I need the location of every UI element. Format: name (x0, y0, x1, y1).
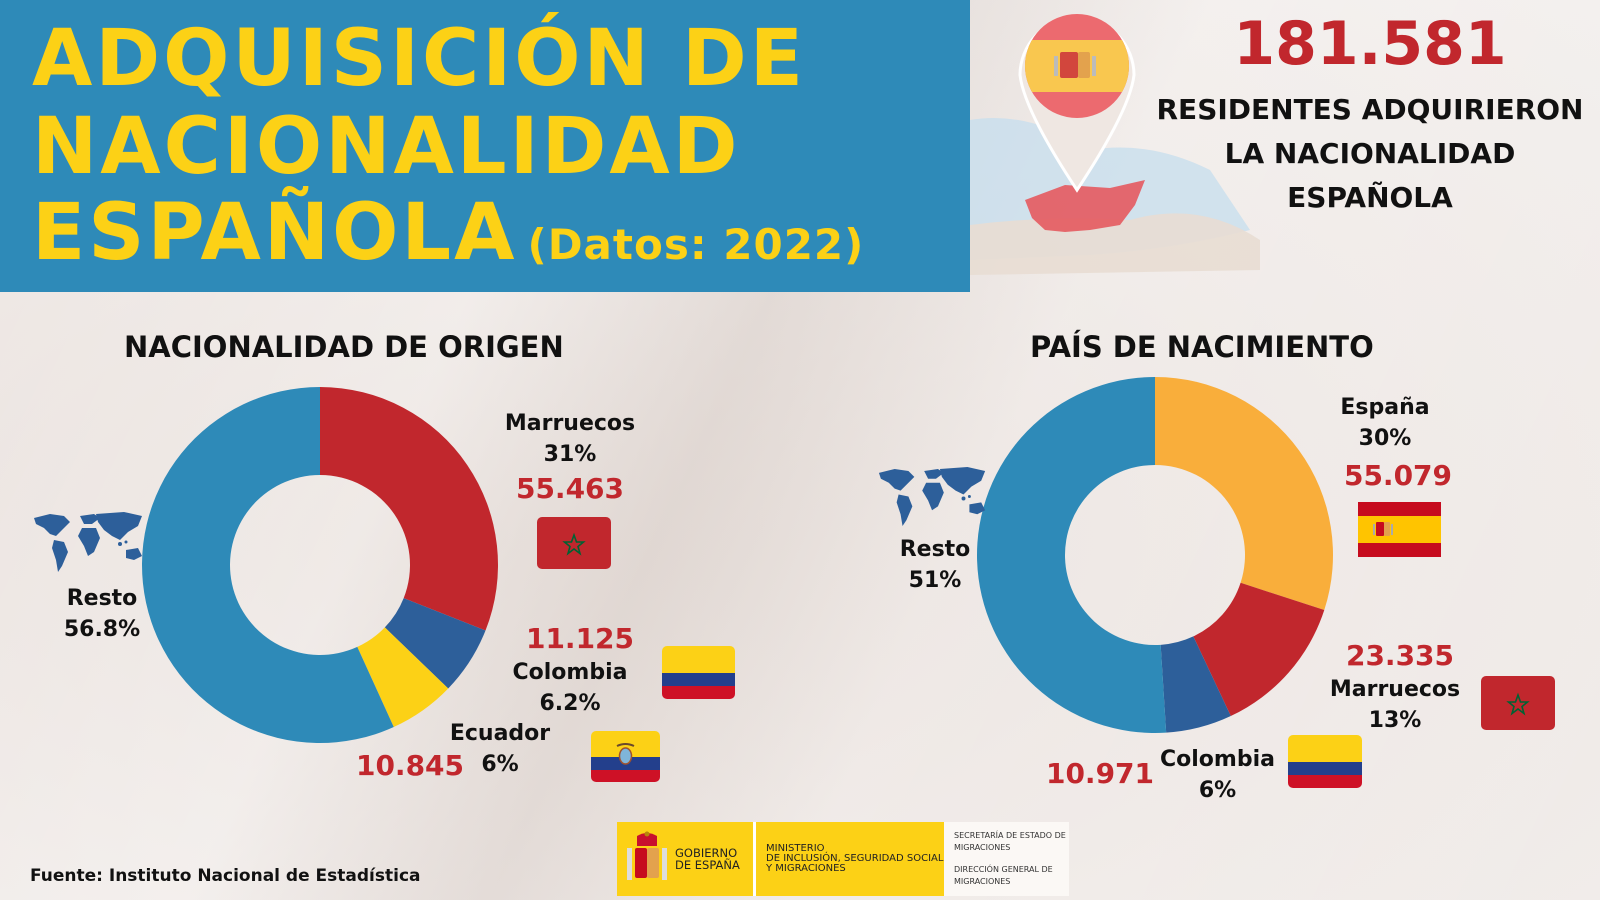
value-marruecos-birth: 23.335 (1345, 639, 1455, 672)
source-note: Fuente: Instituto Nacional de Estadístic… (30, 866, 421, 886)
donut-chart-origin (142, 387, 499, 743)
total-caption-line-1: RESIDENTES ADQUIRIERON (1156, 93, 1584, 126)
slice-percent: 13% (1368, 708, 1422, 733)
secretaria-block: SECRETARÍA DE ESTADO DE MIGRACIONES DIRE… (944, 822, 1069, 896)
colombia-flag-icon (662, 646, 735, 699)
label-marruecos-birth: Marruecos 13% (1325, 674, 1465, 736)
morocco-flag-icon (1481, 676, 1555, 730)
total-count: 181.581 (1233, 9, 1507, 79)
label-colombia-origin: Colombia 6.2% (500, 657, 640, 719)
spain-flag-icon (1358, 502, 1441, 557)
title-line-3-text: ESPAÑOLA (32, 188, 518, 278)
ministry-line-2: DE INCLUSIÓN, SEGURIDAD SOCIAL (766, 853, 944, 864)
slice-label: Colombia (512, 660, 628, 685)
slice-label: Ecuador (449, 721, 551, 746)
donut-slice-resto (976, 377, 1167, 733)
label-resto-birth: Resto 51% (885, 534, 985, 596)
sec-line-2: MIGRACIONES (954, 843, 1011, 852)
slice-percent: 56.8% (63, 617, 141, 642)
slice-percent: 51% (908, 568, 962, 593)
donut-slice-colombia (1160, 636, 1231, 733)
ministry-text: MINISTERIO DE INCLUSIÓN, SEGURIDAD SOCIA… (766, 844, 943, 874)
coat-of-arms-icon (627, 831, 667, 880)
total-caption-line-2: LA NACIONALIDAD (1224, 137, 1516, 170)
title-panel: ADQUISICIÓN DE NACIONALIDAD ESPAÑOLA (Dat… (0, 0, 970, 292)
slice-percent: 6% (1198, 778, 1237, 803)
donut-chart-birth (976, 377, 1333, 733)
ministry-block: MINISTERIO DE INCLUSIÓN, SEGURIDAD SOCIA… (756, 822, 944, 896)
chart-title-origin: NACIONALIDAD DE ORIGEN (124, 330, 564, 364)
value-espana-birth: 55.079 (1343, 459, 1453, 492)
donut-slice-marruecos (320, 387, 499, 631)
ministry-line-1: MINISTERIO (766, 843, 825, 854)
slice-label: Resto (899, 537, 971, 562)
slice-percent: 6% (481, 752, 519, 777)
gobierno-block: GOBIERNO DE ESPAÑA (617, 822, 756, 896)
world-map-icon (878, 467, 986, 527)
total-caption-line-3: ESPAÑOLA (1287, 181, 1453, 214)
gov-line-2: DE ESPAÑA (675, 858, 740, 872)
title-line-2: NACIONALIDAD (32, 102, 741, 192)
slice-label: Marruecos (504, 411, 636, 436)
title-year: (Datos: 2022) (527, 220, 865, 269)
government-logo: GOBIERNO DE ESPAÑA MINISTERIO DE INCLUSI… (617, 822, 1069, 896)
value-colombia-origin: 11.125 (525, 622, 635, 655)
colombia-flag-icon (1288, 735, 1362, 788)
title-line-1: ADQUISICIÓN DE (32, 14, 807, 104)
label-ecuador-origin: Ecuador 6% (440, 718, 560, 780)
donut-slice-colombia (384, 598, 486, 689)
slice-label: Colombia (1160, 747, 1275, 772)
donut-slice-espana (1155, 377, 1333, 611)
morocco-flag-icon (537, 517, 611, 569)
slice-percent: 6.2% (539, 691, 601, 716)
title-line-3: ESPAÑOLA (Datos: 2022) (32, 194, 864, 272)
total-caption: RESIDENTES ADQUIRIERON LA NACIONALIDAD E… (1150, 88, 1590, 220)
value-marruecos-origin: 55.463 (515, 472, 625, 505)
label-colombia-birth: Colombia 6% (1155, 744, 1280, 806)
slice-label: España (1340, 395, 1430, 420)
value-colombia-birth: 10.971 (1045, 757, 1155, 790)
value-ecuador-origin: 10.845 (355, 749, 465, 782)
sec-line-1: SECRETARÍA DE ESTADO DE (954, 831, 1066, 840)
chart-title-birth: PAÍS DE NACIMIENTO (1030, 330, 1374, 364)
slice-percent: 31% (543, 442, 597, 467)
dir-line-2: MIGRACIONES (954, 877, 1011, 886)
donut-slice-ecuador (357, 627, 449, 727)
gov-line-1: GOBIERNO (675, 846, 738, 860)
slice-label: Resto (66, 586, 138, 611)
ecuador-flag-icon (591, 731, 660, 782)
label-resto-origin: Resto 56.8% (52, 583, 152, 645)
gobierno-text: GOBIERNO DE ESPAÑA (675, 847, 740, 871)
ministry-line-3: Y MIGRACIONES (766, 863, 846, 874)
dir-line-1: DIRECCIÓN GENERAL DE (954, 865, 1053, 874)
slice-label: Marruecos (1329, 677, 1461, 702)
world-map-icon (34, 512, 142, 572)
spain-map-pin-icon (970, 14, 1260, 275)
donut-slice-marruecos (1193, 582, 1325, 717)
label-espana-birth: España 30% (1330, 392, 1440, 454)
label-marruecos-origin: Marruecos 31% (500, 408, 640, 470)
donut-slice-resto (142, 387, 394, 743)
slice-percent: 30% (1358, 426, 1412, 451)
